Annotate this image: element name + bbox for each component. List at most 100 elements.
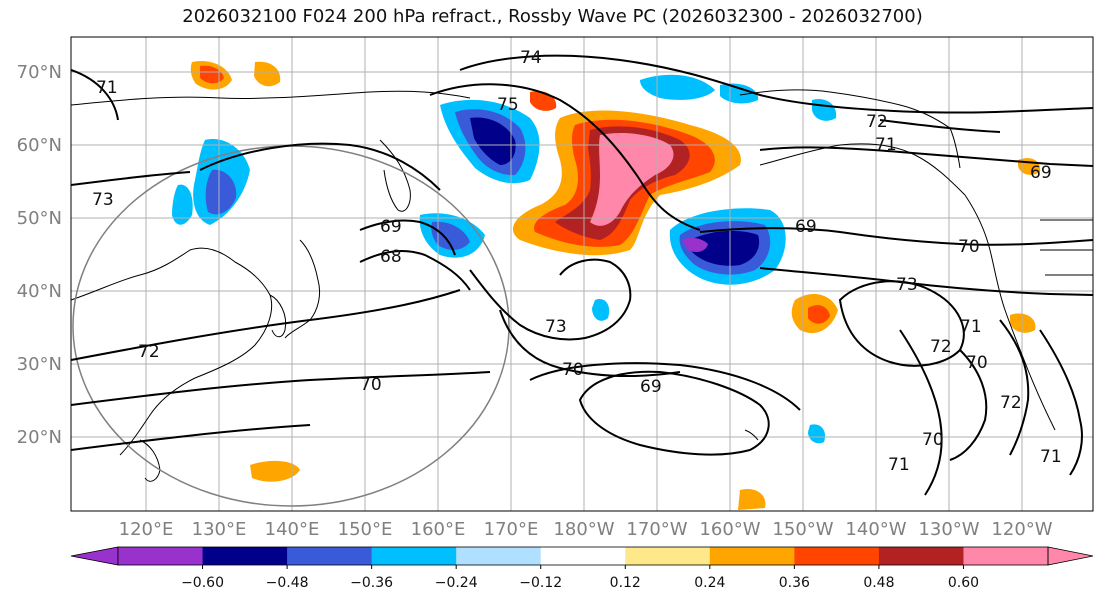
negative-patch: [690, 230, 760, 266]
contour-line: [699, 227, 1093, 246]
positive-patch: [254, 61, 281, 87]
latitude-labels: 70°N 60°N 50°N 40°N 30°N 20°N: [17, 62, 62, 448]
colorbar-ticks: −0.60 −0.48 −0.36 −0.24 −0.12 0.12 0.24 0.36 0.4…: [181, 565, 979, 591]
coastline-alaska-south: [759, 143, 966, 196]
coastline-siberia: [71, 90, 471, 106]
negative-patch: [205, 169, 237, 215]
contour-line: [359, 250, 471, 291]
coastline-hawaii: [744, 429, 759, 441]
colorbar-tick-label: −0.36: [350, 575, 393, 591]
contour-label-group: 74 71 75 72 71 69 73 69 68 73 70 69 70 7…: [92, 48, 1062, 475]
contour-label: 71: [96, 78, 118, 98]
colorbar-swatch: [709, 547, 795, 565]
colorbar-border: [117, 546, 1049, 566]
lon-label: 160°E: [411, 519, 466, 540]
contour-line: [838, 280, 965, 367]
colorbar-tick-label: −0.12: [519, 575, 562, 591]
contour-line: [1039, 329, 1083, 476]
contour-line: [879, 119, 1001, 133]
lon-label: 160°W: [699, 519, 760, 540]
contour-label: 69: [380, 217, 402, 237]
coastline-na-west: [964, 194, 1056, 431]
contour-label: 69: [795, 217, 817, 237]
contour-label: 75: [497, 95, 519, 115]
colorbar-tick-label: −0.48: [266, 575, 309, 591]
contour-line: [359, 219, 456, 256]
coastline-kamchatka: [379, 139, 411, 212]
lon-label: 150°E: [338, 519, 393, 540]
contour-label: 74: [520, 48, 542, 68]
colorbar-swatch: [963, 547, 1049, 565]
lon-label: 140°E: [265, 519, 320, 540]
coastline-japan: [284, 239, 321, 339]
contour-line: [459, 54, 1093, 114]
colorbar-swatch: [118, 547, 204, 565]
contour-line: [71, 424, 311, 451]
lat-label: 30°N: [17, 354, 62, 375]
graticule: [71, 37, 1093, 511]
colorbar-swatch: [202, 547, 288, 565]
contour-line: [578, 370, 770, 456]
contour-label: 69: [1030, 163, 1052, 183]
contour-label: 72: [866, 112, 888, 132]
lat-label: 60°N: [17, 135, 62, 156]
lon-label: 170°W: [626, 519, 687, 540]
colorbar-tick-label: 0.12: [610, 575, 641, 591]
lon-label: 170°E: [484, 519, 539, 540]
contour-line: [899, 329, 943, 496]
negative-patch: [640, 74, 715, 100]
colorbar-tick-label: 0.24: [694, 575, 725, 591]
colorbar-tick-label: 0.36: [779, 575, 810, 591]
colorbar-extend-min: [70, 546, 119, 566]
chart-title: 2026032100 F024 200 hPa refract., Rossby…: [182, 6, 923, 27]
contour-label: 70: [922, 430, 944, 450]
negative-patch: [808, 424, 826, 444]
contour-line: [71, 371, 491, 406]
colorbar-swatch: [287, 547, 373, 565]
colorbar-swatch: [456, 547, 542, 565]
contour-label: 73: [92, 190, 114, 210]
positive-patch: [200, 65, 224, 84]
contour-label: 73: [896, 275, 918, 295]
contour-label: 72: [1000, 393, 1022, 413]
contour-line: [429, 83, 701, 231]
positive-patch: [1010, 313, 1036, 333]
contour-line: [71, 171, 191, 186]
negative-patch: [682, 237, 708, 252]
contour-line: [71, 289, 461, 361]
colorbar-tick-label: −0.24: [435, 575, 478, 591]
map-border: [70, 36, 1094, 512]
lat-label: 50°N: [17, 208, 62, 229]
lat-label: 70°N: [17, 62, 62, 83]
negative-patch: [470, 117, 516, 165]
lat-label: 40°N: [17, 281, 62, 302]
contour-label: 71: [1040, 447, 1062, 467]
lon-label: 140°W: [845, 519, 906, 540]
colorbar-tick-label: 0.48: [863, 575, 894, 591]
colorbar-swatch: [878, 547, 964, 565]
coastline-alaska: [739, 89, 951, 129]
colorbar-tick-label: −0.60: [181, 575, 224, 591]
shading-layer: [172, 60, 1041, 510]
colorbar-swatch: [794, 547, 880, 565]
contour-line: [759, 146, 1093, 167]
colorbar-tick-label: 0.60: [948, 575, 979, 591]
contour-label: 72: [138, 342, 160, 362]
positive-patch: [808, 305, 830, 324]
contour-line: [199, 142, 441, 191]
colorbar: [70, 546, 1094, 566]
contour-line: [999, 319, 1030, 456]
positive-patch: [738, 488, 766, 510]
lon-label: 120°W: [991, 519, 1052, 540]
contour-label: 70: [958, 237, 980, 257]
positive-patch: [250, 460, 300, 482]
coastlines: [71, 89, 1093, 482]
coastline-korea: [269, 294, 287, 338]
lon-label: 150°W: [772, 519, 833, 540]
contour-line: [71, 69, 119, 121]
lon-label: 130°E: [192, 519, 247, 540]
coastline-bc: [949, 127, 961, 169]
contour-label: 70: [562, 360, 584, 380]
map-layers: [71, 37, 1093, 511]
